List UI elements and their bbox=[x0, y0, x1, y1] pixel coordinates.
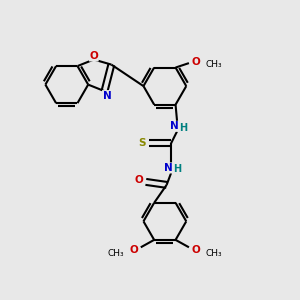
Text: O: O bbox=[135, 176, 144, 185]
Text: CH₃: CH₃ bbox=[205, 60, 222, 69]
Text: CH₃: CH₃ bbox=[205, 249, 222, 258]
Text: H: H bbox=[174, 164, 182, 174]
Text: N: N bbox=[164, 163, 172, 173]
Text: O: O bbox=[191, 245, 200, 255]
Text: N: N bbox=[170, 121, 178, 131]
Text: S: S bbox=[139, 138, 146, 148]
Text: O: O bbox=[191, 57, 200, 67]
Text: N: N bbox=[103, 91, 111, 100]
Text: CH₃: CH₃ bbox=[108, 249, 124, 258]
Text: O: O bbox=[89, 51, 98, 61]
Text: O: O bbox=[130, 245, 139, 255]
Text: H: H bbox=[179, 122, 188, 133]
